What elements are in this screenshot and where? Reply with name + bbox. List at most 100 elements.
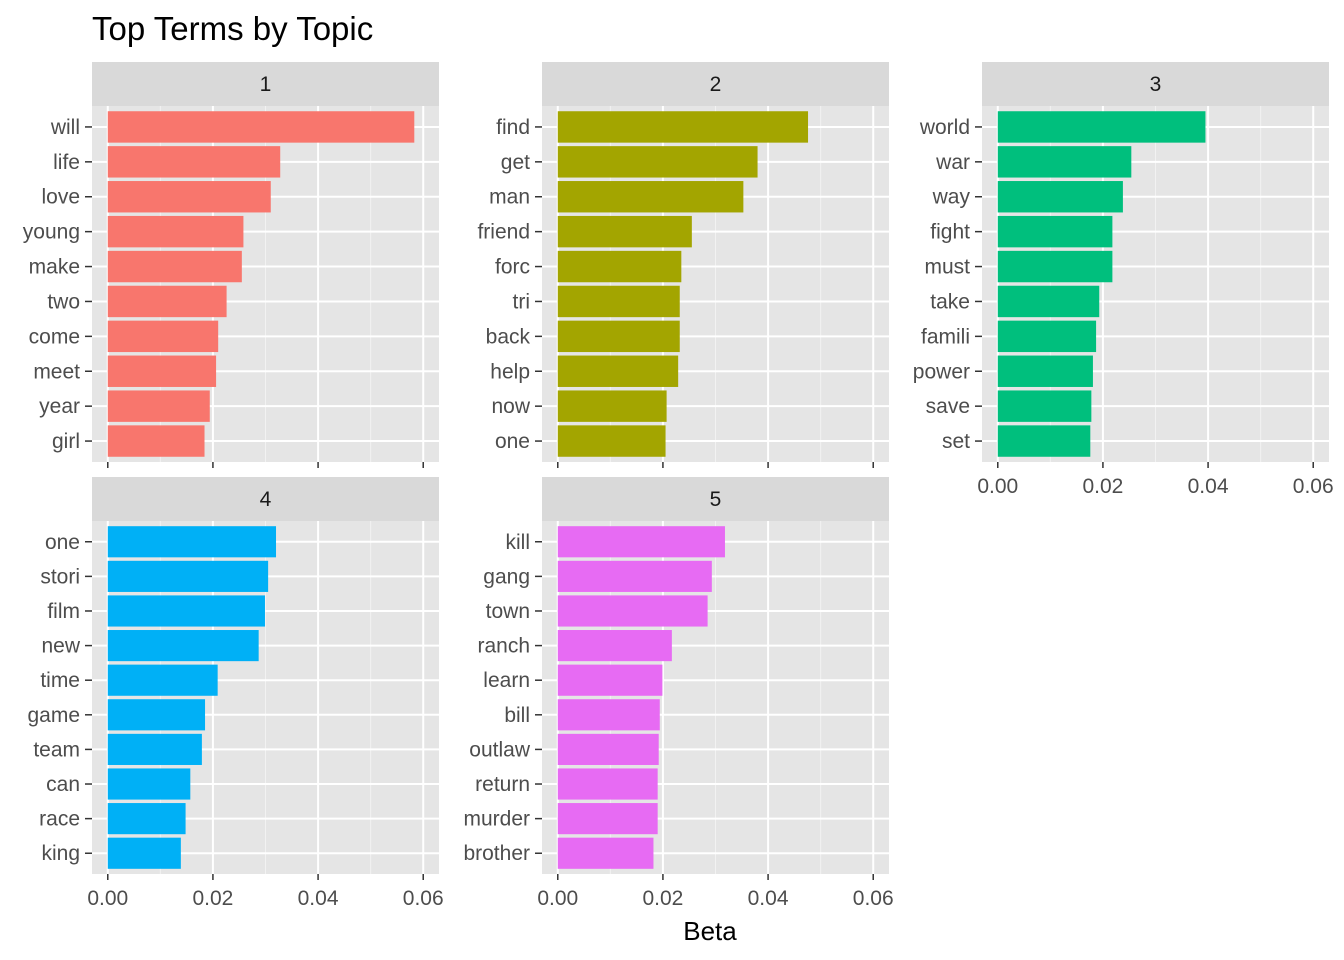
facet-strip (542, 477, 889, 521)
facet-strip (92, 477, 439, 521)
bar-back (557, 320, 680, 353)
term-label: set (942, 430, 970, 453)
bar-tri (557, 285, 680, 318)
x-tick-label: 0.02 (642, 887, 683, 910)
term-label: gang (483, 565, 530, 588)
bar-young (107, 215, 244, 248)
facet-strip (982, 62, 1329, 106)
bar-forc (557, 250, 682, 283)
x-tick-label: 0.06 (1293, 475, 1334, 498)
bar-return (557, 768, 658, 800)
x-tick-label: 0.06 (403, 887, 444, 910)
x-tick-label: 0.02 (1082, 475, 1123, 498)
bar-get (557, 146, 758, 178)
term-label: tri (513, 290, 531, 313)
bar-bill (557, 699, 660, 731)
facet-panel-5: 5 kill gang town ranch learn bill outlaw return m… (463, 477, 894, 910)
bar-take (997, 285, 1100, 318)
bar-power (997, 355, 1093, 387)
term-label: get (501, 151, 530, 174)
term-label: forc (495, 256, 530, 279)
bar-now (557, 390, 667, 422)
term-label: war (935, 151, 970, 174)
facet-strip-label: 5 (710, 488, 722, 511)
bar-way (997, 181, 1123, 213)
x-axis-title: Beta (683, 916, 737, 946)
term-label: town (486, 600, 530, 623)
term-label: can (46, 773, 80, 796)
x-tick-label: 0.00 (87, 887, 128, 910)
term-label: power (913, 360, 970, 383)
bar-make (107, 250, 242, 283)
term-label: famili (921, 325, 970, 348)
bar-man (557, 181, 744, 213)
bar-must (997, 250, 1113, 283)
term-label: king (41, 842, 80, 865)
term-label: kill (506, 531, 531, 554)
bar-king (107, 837, 181, 869)
bar-game (107, 699, 206, 731)
bar-two (107, 285, 227, 318)
bar-come (107, 320, 219, 353)
bar-help (557, 355, 679, 387)
term-label: film (47, 600, 80, 623)
x-tick-label: 0.06 (853, 887, 894, 910)
term-label: one (45, 531, 80, 554)
bar-will (107, 111, 415, 143)
term-label: new (41, 635, 80, 658)
term-label: team (33, 738, 80, 761)
term-label: game (27, 704, 80, 727)
facet-panel-3: 3 world war way fight must take famili power save… (913, 62, 1334, 498)
bar-famili (997, 320, 1097, 353)
term-label: learn (483, 669, 530, 692)
term-label: world (919, 116, 970, 139)
bar-year (107, 390, 210, 422)
bar-learn (557, 664, 663, 696)
term-label: come (29, 325, 80, 348)
bar-meet (107, 355, 217, 387)
x-tick-label: 0.00 (977, 475, 1018, 498)
bar-murder (557, 803, 658, 835)
term-label: now (491, 395, 530, 418)
bar-time (107, 664, 218, 696)
term-label: fight (930, 221, 970, 244)
facet-strip-label: 2 (710, 73, 722, 96)
term-label: girl (52, 430, 80, 453)
term-label: must (924, 256, 970, 279)
facet-panels: 1 will life love young make two come meet year gir… (23, 62, 1334, 910)
term-label: way (932, 186, 971, 209)
facet-strip (92, 62, 439, 106)
term-label: man (489, 186, 530, 209)
bar-gang (557, 560, 712, 592)
term-label: outlaw (469, 738, 531, 761)
bar-film (107, 595, 265, 627)
facet-strip-label: 3 (1150, 73, 1162, 96)
bar-set (997, 425, 1091, 457)
term-label: love (41, 186, 80, 209)
bar-race (107, 803, 186, 835)
term-label: murder (463, 808, 530, 831)
x-tick-label: 0.00 (537, 887, 578, 910)
bar-kill (557, 526, 725, 558)
term-label: one (495, 430, 530, 453)
term-label: time (40, 669, 80, 692)
bar-team (107, 733, 202, 765)
bar-town (557, 595, 708, 627)
bar-fight (997, 215, 1113, 248)
bar-stori (107, 560, 269, 592)
bar-find (557, 111, 809, 143)
term-label: make (29, 256, 80, 279)
bar-girl (107, 425, 205, 457)
x-tick-label: 0.04 (298, 887, 339, 910)
term-label: bill (504, 704, 530, 727)
term-label: ranch (477, 635, 530, 658)
bar-war (997, 146, 1132, 178)
bar-ranch (557, 630, 672, 662)
bar-one (557, 425, 666, 457)
term-label: young (23, 221, 80, 244)
bar-one (107, 526, 277, 558)
bar-brother (557, 837, 654, 869)
facet-panel-1: 1 will life love young make two come meet year gir… (23, 62, 439, 468)
term-label: find (496, 116, 530, 139)
